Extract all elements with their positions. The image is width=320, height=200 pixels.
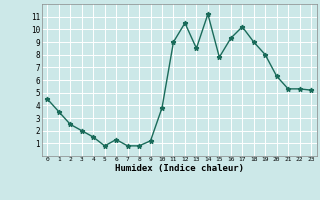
X-axis label: Humidex (Indice chaleur): Humidex (Indice chaleur) (115, 164, 244, 173)
